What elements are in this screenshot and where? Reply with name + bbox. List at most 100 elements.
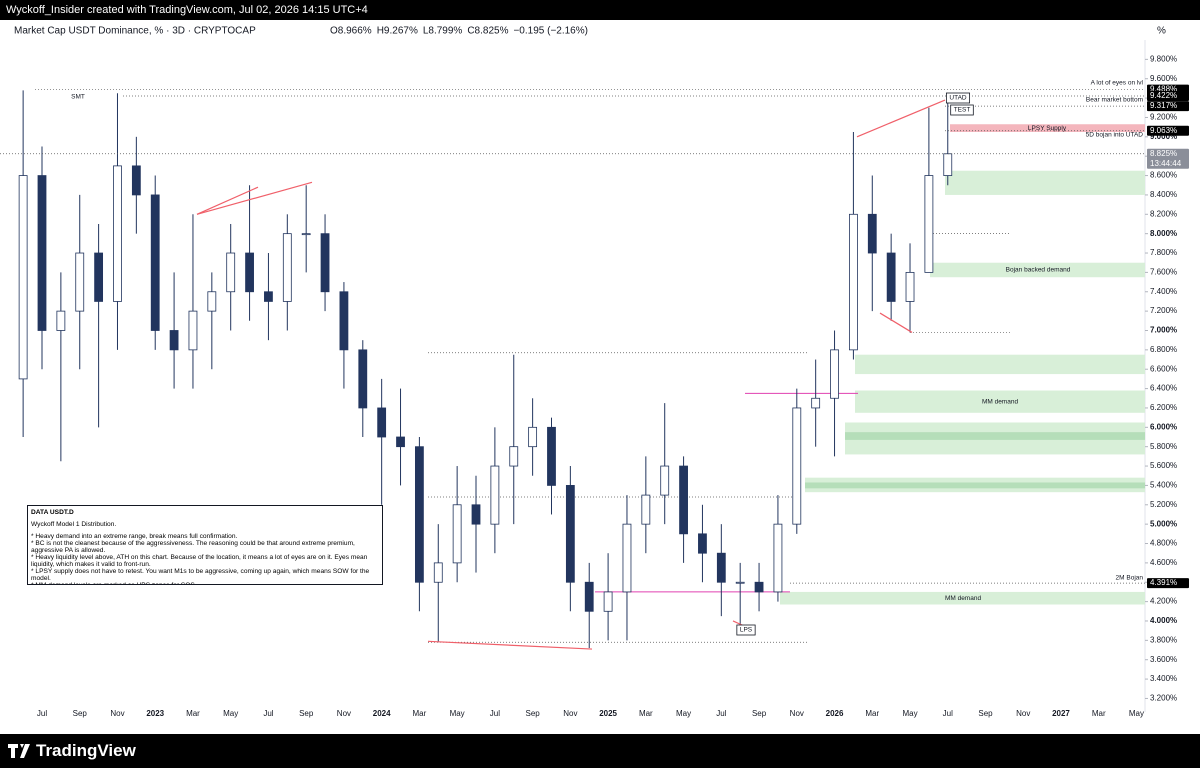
y-tick-label: 7.200%: [1150, 306, 1177, 315]
y-tick-label: 9.600%: [1150, 74, 1177, 83]
x-tick-label: Nov: [1016, 709, 1030, 718]
candle-body: [113, 165, 122, 302]
y-tick-label: 8.200%: [1150, 209, 1177, 218]
candle-body: [584, 581, 594, 612]
annotation-box: [736, 624, 756, 636]
candle-body: [414, 446, 424, 583]
candle-body: [603, 591, 613, 612]
candle-body: [641, 494, 651, 525]
trendline: [196, 186, 259, 215]
x-tick-label: Jul: [490, 709, 500, 718]
zone-label: LPSY Supply: [1028, 125, 1067, 132]
candle-body: [490, 465, 500, 525]
x-tick-label: 2026: [826, 709, 844, 718]
zone: [780, 591, 1145, 605]
x-tick-label: 2023: [146, 709, 164, 718]
price-label: 8.825%: [1150, 149, 1177, 158]
top-bar: Wyckoff_Insider created with TradingView…: [0, 0, 1200, 20]
x-tick-label: Jul: [716, 709, 726, 718]
candle-body: [131, 165, 141, 196]
candle-body: [622, 523, 632, 593]
candle-body: [905, 271, 915, 302]
candle-body: [886, 252, 896, 302]
annotation: UTAD: [949, 95, 967, 102]
price-label: 9.317%: [1150, 101, 1177, 110]
x-tick-label: May: [1129, 709, 1144, 718]
countdown: 13:44:44: [1150, 159, 1182, 168]
candle-body: [320, 233, 330, 293]
candle-body: [849, 213, 858, 351]
y-tick-label: 6.400%: [1150, 384, 1177, 393]
zone: [805, 482, 1145, 489]
candle-body: [188, 310, 198, 351]
candle-body: [37, 175, 47, 331]
note-bullet: * Heavy demand into an extreme range, br…: [31, 533, 238, 540]
y-tick-label: 5.200%: [1150, 500, 1177, 509]
candle-body: [264, 291, 273, 302]
candle-body: [528, 426, 538, 448]
notes-box: DATA USDT.D Wyckoff Model 1 Distribution…: [27, 505, 383, 585]
annotation-box: [950, 104, 974, 116]
note-bullet: * LPSY supply does not have to retest. Y…: [31, 568, 370, 582]
candle-body: [169, 330, 179, 351]
x-tick-label: Sep: [526, 709, 541, 718]
annotation: LPS: [740, 627, 753, 634]
trendline: [196, 181, 313, 215]
annotation: Bear market bottom: [1086, 97, 1143, 104]
y-tick-label: 5.800%: [1150, 442, 1177, 451]
y-tick-label: 6.600%: [1150, 364, 1177, 373]
notes-title: DATA USDT.D: [31, 509, 74, 516]
trendline: [856, 99, 946, 138]
x-tick-label: Mar: [865, 709, 879, 718]
zone-label: MM demand: [982, 398, 1019, 405]
y-tick-label: 4.000%: [1150, 616, 1177, 625]
price-label-bg: [1147, 90, 1189, 101]
annotation: SMT: [71, 94, 85, 101]
zone: [855, 354, 1145, 375]
footer: TradingView: [0, 734, 1200, 768]
candle-body: [452, 504, 462, 564]
candle-body: [245, 252, 254, 293]
y-tick-label: 7.000%: [1150, 326, 1177, 335]
y-tick-label: 5.400%: [1150, 481, 1177, 490]
annotation: 2M Bojan: [1116, 575, 1144, 582]
credit: Wyckoff_Insider created with TradingView…: [6, 4, 368, 16]
candle-body: [433, 562, 443, 583]
y-tick-label: 9.200%: [1150, 113, 1177, 122]
y-tick-label: 3.600%: [1150, 655, 1177, 664]
price-label: 9.488%: [1150, 85, 1177, 94]
chart-title: Market Cap USDT Dominance, % · 3D · CRYP…: [14, 26, 256, 37]
legend-value: H9.267%: [377, 26, 418, 37]
price-label-bg: [1147, 578, 1189, 589]
zone: [845, 432, 1145, 440]
price-label-bg: [1147, 101, 1189, 112]
candle-body: [811, 397, 821, 409]
candle-body: [94, 252, 104, 302]
legend-value: L8.799%: [423, 26, 463, 37]
logo: [8, 744, 30, 758]
note-bullet: * MM demand levels are marked as HPS zon…: [31, 582, 379, 584]
candle-body: [867, 213, 877, 254]
price-label: 9.422%: [1150, 91, 1177, 100]
x-tick-label: May: [223, 709, 238, 718]
x-tick-label: Nov: [790, 709, 804, 718]
price-label-bg: [1147, 125, 1189, 136]
candle-body: [754, 581, 764, 593]
price-label: 9.063%: [1150, 126, 1177, 135]
candle-body: [339, 291, 349, 351]
x-tick-label: Mar: [413, 709, 427, 718]
candle-body: [773, 523, 783, 593]
y-tick-label: 6.800%: [1150, 345, 1177, 354]
x-tick-label: Nov: [337, 709, 351, 718]
annotation: 5D bojan into UTAD: [1086, 132, 1144, 139]
y-tick-label: 3.400%: [1150, 674, 1177, 683]
legend-value: O8.966%: [330, 26, 372, 37]
candle-body: [358, 349, 368, 409]
candle-body: [301, 233, 311, 236]
candle-body: [943, 153, 953, 176]
candle-body: [698, 533, 707, 554]
zone-label: MM demand: [945, 595, 982, 602]
zone: [855, 390, 1145, 413]
